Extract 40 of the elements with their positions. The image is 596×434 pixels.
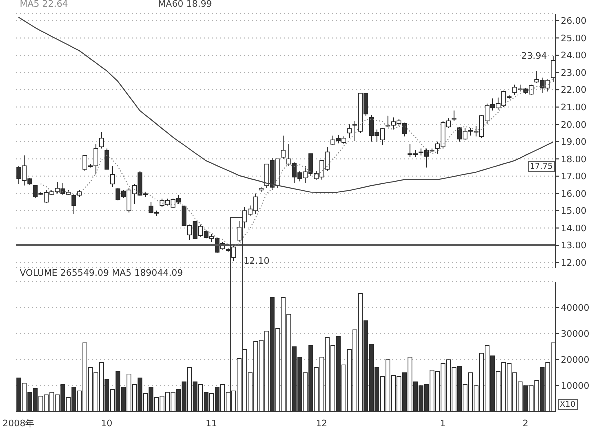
annotation: 17.75 (528, 161, 555, 172)
x-tick-label: 2008年 (2, 418, 35, 430)
y-tick-label: 18.00 (561, 155, 588, 166)
y-tick-label: 21.00 (561, 104, 588, 114)
text: MA60 18.99 (158, 0, 212, 10)
candlestick (347, 124, 352, 139)
candlestick (104, 148, 110, 170)
text: MA5 22.64 (20, 0, 68, 10)
y-tick-label: 22.00 (561, 86, 588, 96)
line-series (18, 16, 554, 194)
candlestick (452, 110, 457, 122)
x-tick-label: 11 (206, 419, 218, 430)
y-tick-label: 10000 (561, 382, 590, 392)
chart-title: VOLUME 265549.09 MA5 189044.09 (20, 269, 184, 279)
y-tick-label: 26.00 (561, 17, 588, 28)
y-tick-label: 23.00 (561, 68, 588, 79)
x-tick-label: 2 (522, 419, 529, 430)
y-tick-label: 13.00 (561, 242, 588, 252)
candlestick (99, 132, 104, 150)
x-tick-label: 1 (440, 419, 446, 430)
y-tick-label: 24.00 (561, 52, 588, 62)
y-tick-label: 15.00 (561, 207, 588, 218)
x-tick-label: 12 (316, 419, 328, 430)
y-tick-label: 20000 (561, 356, 590, 366)
y-tick-label: 17.00 (561, 172, 588, 183)
x-tick-label: 10 (101, 419, 113, 430)
y-tick-label: 20.00 (561, 120, 588, 131)
y-tick-label: 16.00 (561, 190, 588, 200)
y-tick-label: 30000 (561, 330, 590, 340)
y-tick-label: 14.00 (561, 224, 588, 234)
candlestick (281, 135, 286, 160)
annotation: 23.94 (521, 52, 548, 62)
y-tick-label: 12.00 (561, 259, 588, 270)
candlestick (237, 220, 242, 242)
text: X10 (558, 399, 578, 410)
y-tick-label: 19.00 (561, 138, 588, 148)
annotation: 12.10 (244, 257, 270, 268)
y-tick-label: 25.00 (561, 34, 588, 44)
candlestick (110, 166, 116, 188)
y-tick-label: 40000 (561, 304, 590, 314)
